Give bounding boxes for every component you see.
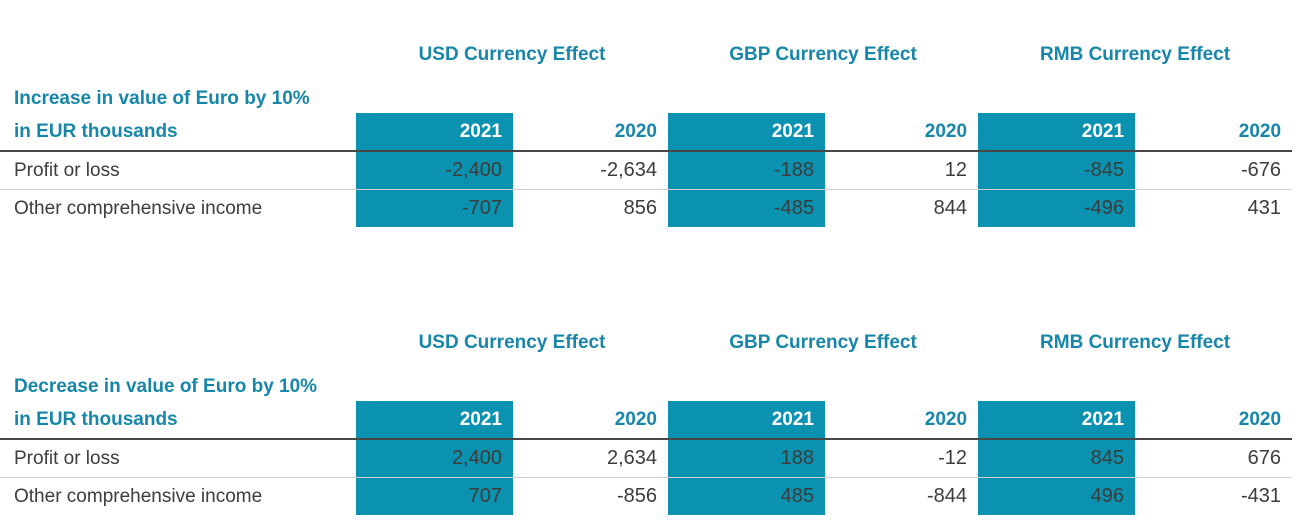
currency-group-header-row: USD Currency Effect GBP Currency Effect … bbox=[0, 34, 1292, 76]
group-header-usd: USD Currency Effect bbox=[418, 44, 606, 65]
row-label: Profit or loss bbox=[0, 151, 356, 190]
table-row-other-comprehensive-income: Other comprehensive income -707 856 -485… bbox=[0, 189, 1292, 227]
value-gbp-2021: 188 bbox=[668, 439, 826, 478]
table-subtitle: in EUR thousands bbox=[0, 113, 356, 152]
value-usd-2020: 856 bbox=[623, 197, 658, 219]
year-header-rmb-2020: 2020 bbox=[1135, 113, 1293, 152]
year-header-row: in EUR thousands 2021 2020 2021 2020 202… bbox=[0, 113, 1293, 152]
increase-table: USD Currency Effect GBP Currency Effect … bbox=[0, 34, 1293, 227]
value-rmb-2020: 431 bbox=[1247, 197, 1282, 219]
year-header-gbp-2021: 2021 bbox=[668, 113, 826, 152]
value-gbp-2020: 12 bbox=[825, 151, 979, 190]
value-usd-2021: -2,400 bbox=[356, 151, 513, 190]
year-header-row: in EUR thousands 2021 2020 2021 2020 202… bbox=[0, 401, 1293, 440]
table-title: Increase in value of Euro by 10% bbox=[14, 88, 310, 109]
table-title: Decrease in value of Euro by 10% bbox=[14, 376, 318, 397]
value-gbp-2021: -485 bbox=[668, 189, 826, 227]
table-spacer bbox=[0, 227, 1292, 322]
row-label: Other comprehensive income bbox=[14, 485, 263, 507]
year-header-gbp-2020: 2020 bbox=[825, 401, 979, 440]
group-header-rmb: RMB Currency Effect bbox=[1040, 332, 1231, 353]
year-header-usd-2020: 2020 bbox=[513, 401, 669, 440]
row-label: Profit or loss bbox=[0, 439, 356, 478]
decrease-table: USD Currency Effect GBP Currency Effect … bbox=[0, 322, 1293, 515]
group-header-gbp: GBP Currency Effect bbox=[729, 44, 917, 65]
value-rmb-2020: -431 bbox=[1241, 485, 1282, 507]
group-header-rmb: RMB Currency Effect bbox=[1040, 44, 1231, 65]
value-usd-2020: -2,634 bbox=[513, 151, 669, 190]
spacer-cell bbox=[356, 364, 1292, 401]
table-subtitle: in EUR thousands bbox=[0, 401, 356, 440]
value-gbp-2020: -12 bbox=[825, 439, 979, 478]
value-rmb-2020: -676 bbox=[1135, 151, 1293, 190]
value-rmb-2021: 845 bbox=[978, 439, 1136, 478]
group-header-usd: USD Currency Effect bbox=[418, 332, 606, 353]
value-usd-2021: -707 bbox=[356, 189, 513, 227]
year-header-rmb-2021: 2021 bbox=[978, 401, 1136, 440]
value-rmb-2020: 676 bbox=[1135, 439, 1293, 478]
spacer-cell bbox=[0, 322, 356, 364]
year-header-usd-2020: 2020 bbox=[513, 113, 669, 152]
table-row-profit-or-loss: Profit or loss 2,400 2,634 188 -12 845 6… bbox=[0, 439, 1293, 478]
year-header-rmb-2021: 2021 bbox=[978, 113, 1136, 152]
spacer-cell bbox=[0, 34, 356, 76]
currency-group-header-row: USD Currency Effect GBP Currency Effect … bbox=[0, 322, 1292, 364]
spacer-cell bbox=[356, 76, 1292, 113]
value-usd-2020: -856 bbox=[616, 485, 658, 507]
value-gbp-2021: 485 bbox=[668, 477, 826, 515]
year-header-usd-2021: 2021 bbox=[356, 113, 513, 152]
group-header-gbp: GBP Currency Effect bbox=[729, 332, 917, 353]
year-header-gbp-2020: 2020 bbox=[825, 113, 979, 152]
value-usd-2021: 2,400 bbox=[356, 439, 513, 478]
value-rmb-2021: -845 bbox=[978, 151, 1136, 190]
table-row-other-comprehensive-income: Other comprehensive income 707 -856 485 … bbox=[0, 477, 1292, 515]
value-usd-2020: 2,634 bbox=[513, 439, 669, 478]
table-title-row: Increase in value of Euro by 10% bbox=[0, 76, 1292, 113]
value-rmb-2021: -496 bbox=[978, 189, 1136, 227]
value-usd-2021: 707 bbox=[356, 477, 513, 515]
value-gbp-2020: -844 bbox=[927, 485, 968, 507]
year-header-gbp-2021: 2021 bbox=[668, 401, 826, 440]
table-row-profit-or-loss: Profit or loss -2,400 -2,634 -188 12 -84… bbox=[0, 151, 1293, 190]
year-header-rmb-2020: 2020 bbox=[1135, 401, 1293, 440]
value-gbp-2021: -188 bbox=[668, 151, 826, 190]
row-label: Other comprehensive income bbox=[14, 197, 263, 219]
value-rmb-2021: 496 bbox=[978, 477, 1136, 515]
year-header-usd-2021: 2021 bbox=[356, 401, 513, 440]
value-gbp-2020: 844 bbox=[933, 197, 968, 219]
table-title-row: Decrease in value of Euro by 10% bbox=[0, 364, 1292, 401]
